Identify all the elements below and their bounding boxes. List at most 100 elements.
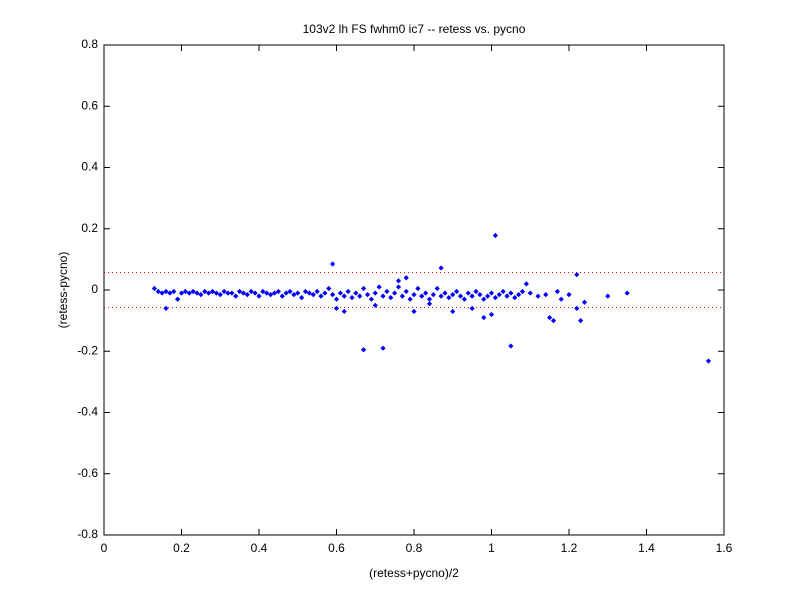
data-point (194, 290, 200, 296)
data-point (419, 293, 425, 299)
data-point (260, 288, 266, 295)
data-point (244, 291, 250, 298)
x-tick-label: 0.6 (328, 541, 345, 555)
data-point (527, 290, 533, 296)
data-point (380, 345, 386, 351)
data-point (450, 291, 456, 298)
data-point (213, 290, 219, 296)
data-point (519, 288, 526, 295)
data-point (426, 296, 433, 302)
data-point (624, 290, 630, 296)
data-point (465, 290, 471, 296)
data-point (504, 293, 510, 299)
data-point (508, 343, 514, 349)
data-point (337, 290, 343, 296)
data-point (368, 296, 374, 302)
data-point (457, 293, 464, 299)
data-point (275, 288, 281, 295)
data-point (461, 296, 467, 302)
data-point (314, 288, 320, 295)
data-point (291, 291, 297, 298)
x-tick-label: 1.4 (638, 541, 655, 555)
data-point (399, 293, 405, 299)
data-point (217, 291, 223, 298)
data-point (252, 290, 258, 296)
y-tick-label: -0.2 (77, 343, 98, 357)
data-point (225, 290, 231, 296)
data-point (574, 272, 580, 278)
data-point (361, 347, 367, 353)
plot-box (103, 44, 725, 536)
x-tick-label: 1.2 (561, 541, 578, 555)
data-point (163, 305, 169, 311)
data-point (488, 311, 495, 318)
data-point (206, 290, 212, 296)
y-tick-label: -0.6 (77, 466, 98, 480)
data-point (481, 314, 487, 321)
data-point (434, 285, 440, 292)
data-point (411, 308, 417, 315)
data-point (237, 288, 243, 295)
data-point (442, 290, 448, 296)
y-tick-label: 0.6 (81, 98, 98, 112)
data-point (322, 290, 328, 296)
data-point (353, 290, 359, 296)
x-tick-label: 0.2 (173, 541, 190, 555)
data-point (469, 305, 475, 311)
data-point (209, 288, 216, 295)
data-point (155, 288, 161, 295)
data-point (403, 288, 409, 295)
data-point (578, 318, 584, 324)
data-point (426, 301, 433, 307)
data-point (488, 290, 495, 296)
y-tick-label: 0.8 (81, 37, 98, 51)
data-point (175, 296, 181, 302)
data-point (705, 358, 712, 364)
data-point (330, 291, 336, 298)
data-point (438, 293, 444, 299)
data-point (492, 295, 498, 301)
chart-title: 103v2 lh FS fwhm0 ic7 -- retess vs. pycn… (303, 22, 526, 36)
data-point (287, 288, 293, 295)
data-point (229, 290, 235, 296)
data-point (523, 281, 529, 287)
data-point (283, 290, 289, 296)
data-point (380, 293, 386, 299)
data-point (430, 291, 436, 298)
data-point (202, 288, 208, 295)
data-point (411, 291, 417, 298)
data-point (190, 288, 196, 295)
data-point (295, 290, 301, 296)
data-point (485, 293, 491, 299)
data-point (512, 295, 518, 301)
data-point (535, 293, 541, 299)
data-point (388, 295, 394, 301)
data-point (233, 293, 239, 299)
data-point (318, 293, 324, 299)
data-point (271, 290, 278, 296)
data-point (550, 318, 557, 324)
data-point (333, 305, 340, 311)
data-point (182, 288, 188, 295)
x-tick-label: 1.6 (716, 541, 733, 555)
data-point (438, 265, 444, 271)
data-point (446, 295, 452, 301)
data-point (349, 295, 355, 301)
data-point (151, 285, 157, 292)
data-point (198, 291, 204, 298)
y-axis-label: (retess-pycno) (56, 252, 70, 329)
data-point (333, 296, 340, 302)
data-point (376, 284, 382, 290)
data-point (415, 285, 421, 292)
data-point (357, 293, 363, 299)
data-point (500, 288, 506, 295)
x-tick-label: 0.8 (406, 541, 423, 555)
data-point (481, 296, 487, 302)
data-point (268, 291, 274, 298)
data-point (279, 293, 285, 299)
data-point (341, 308, 347, 315)
data-point (516, 291, 522, 298)
data-point (299, 295, 305, 301)
